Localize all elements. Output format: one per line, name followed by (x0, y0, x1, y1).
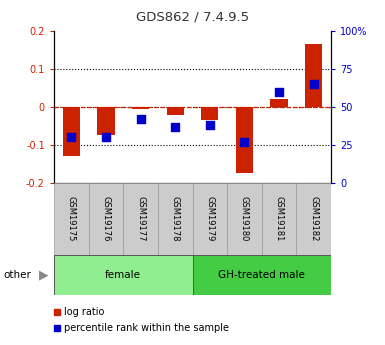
Point (241, 139, 248, 145)
Text: GSM19182: GSM19182 (309, 196, 318, 242)
Bar (227, 183, 262, 255)
Bar (54, 255, 192, 295)
Text: percentile rank within the sample: percentile rank within the sample (64, 323, 229, 333)
Bar (158, 183, 192, 255)
Bar (296, 183, 331, 255)
Text: GSM19181: GSM19181 (275, 196, 284, 242)
Bar (201, 107, 219, 120)
Point (137, 116, 144, 122)
Bar (305, 45, 323, 107)
Point (311, 81, 317, 87)
Text: GSM19175: GSM19175 (67, 196, 76, 242)
Bar (132, 107, 149, 109)
Bar (167, 107, 184, 115)
Bar (236, 107, 253, 173)
Text: ▶: ▶ (40, 269, 49, 282)
Text: other: other (4, 270, 32, 280)
Text: GDS862 / 7.4.9.5: GDS862 / 7.4.9.5 (136, 10, 249, 23)
Text: female: female (105, 270, 141, 280)
Point (276, 89, 282, 95)
Text: GH-treated male: GH-treated male (218, 270, 305, 280)
Text: GSM19180: GSM19180 (240, 196, 249, 242)
Point (207, 122, 213, 128)
Text: GSM19178: GSM19178 (171, 196, 180, 242)
Bar (54, 183, 89, 255)
Bar (89, 183, 123, 255)
Text: GSM19176: GSM19176 (101, 196, 110, 242)
Bar (192, 255, 331, 295)
Text: GSM19179: GSM19179 (205, 196, 214, 242)
Point (103, 135, 109, 140)
Point (172, 124, 178, 129)
Bar (97, 107, 115, 136)
Bar (262, 183, 296, 255)
Bar (62, 107, 80, 156)
Bar (271, 99, 288, 107)
Bar (192, 183, 227, 255)
Text: GSM19177: GSM19177 (136, 196, 145, 242)
Text: log ratio: log ratio (64, 307, 104, 317)
Point (68, 135, 74, 140)
Bar (123, 183, 158, 255)
